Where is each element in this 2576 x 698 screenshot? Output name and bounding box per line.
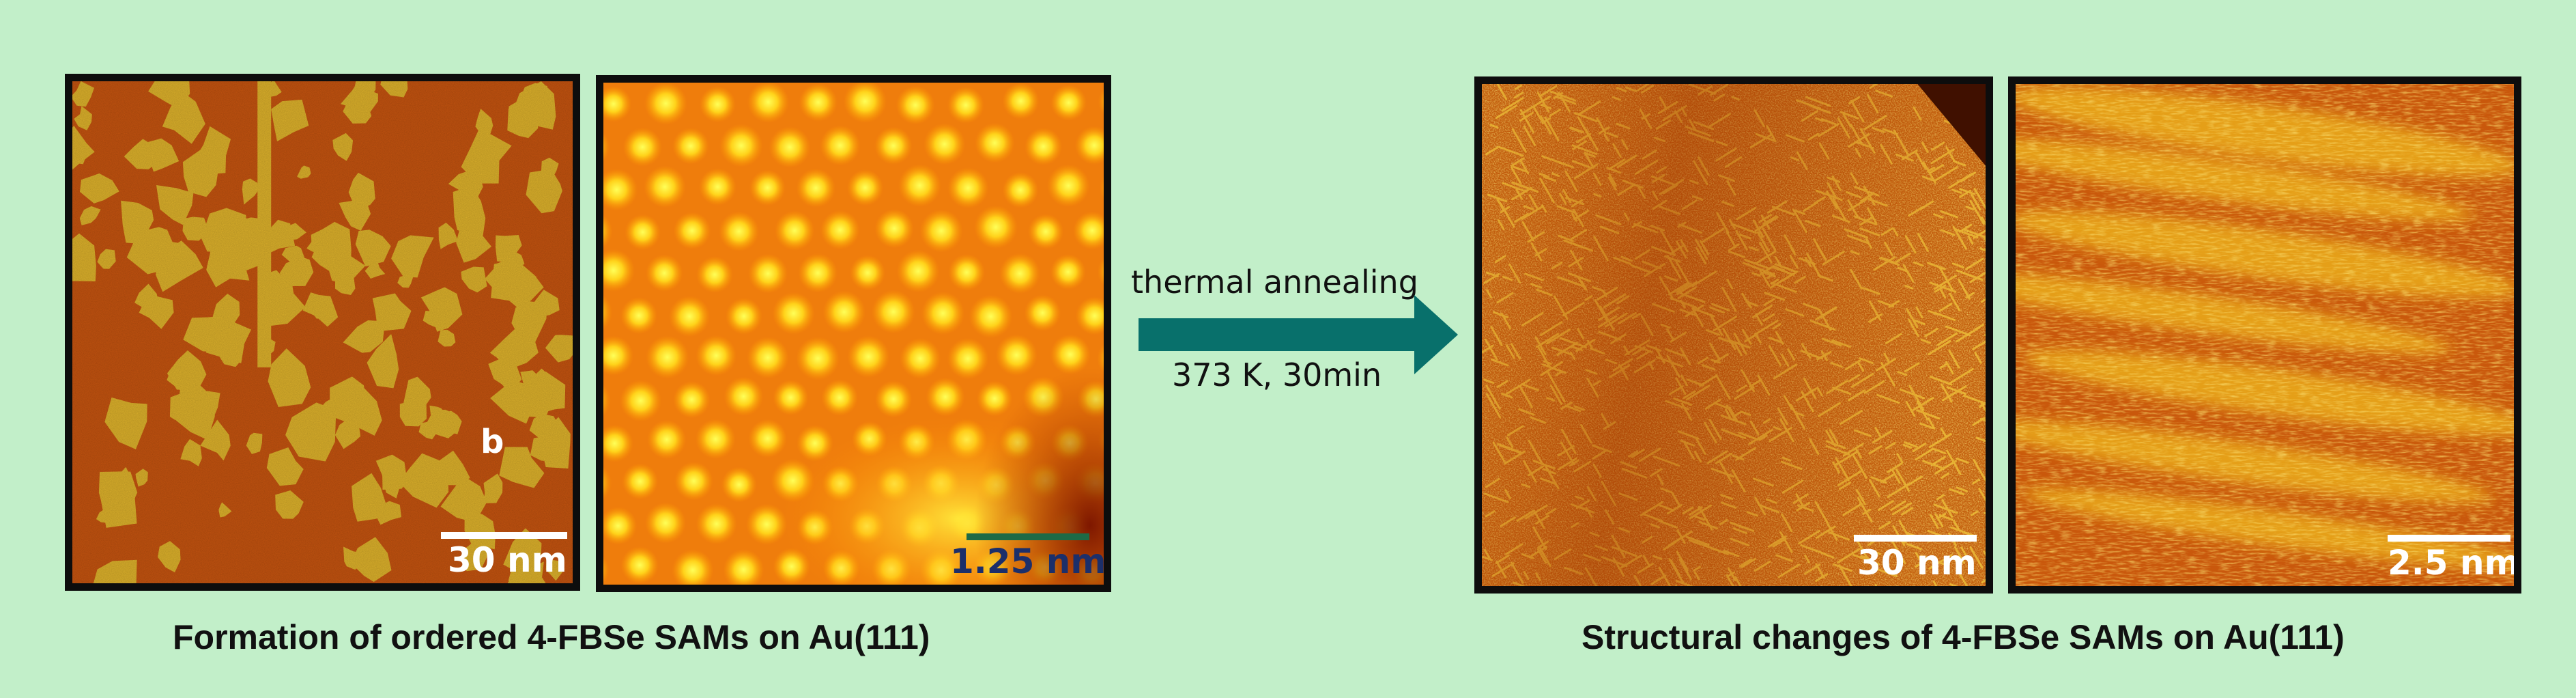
stm-panel-lattice: 1.25 nm [596,75,1111,592]
stm-image-annealed-large [1482,84,1986,586]
scale-bar-label: 30 nm [1857,543,1977,583]
stm-panel-islands: b 30 nm [65,74,580,591]
stm-image-annealed-small [2016,84,2514,586]
stm-image-lattice [603,83,1104,585]
scale-bar-label: 30 nm [448,540,567,580]
scale-bar-label: 2.5 nm [2388,543,2520,583]
scale-bar [967,533,1089,540]
stm-image-islands [72,81,573,583]
arrow-label-bottom: 373 K, 30min [1172,357,1382,393]
scale-bar-label: 1.25 nm [950,542,1106,581]
stm-panel-annealed-large: 30 nm [1474,76,1993,594]
caption-left: Formation of ordered 4-FBSe SAMs on Au(1… [173,618,930,656]
stm-panel-annealed-small: 2.5 nm [2008,76,2521,594]
annealing-arrow [1139,295,1458,374]
scale-bar [441,532,567,539]
arrow-label-top: thermal annealing [1131,264,1418,301]
island-marker-b: b [481,423,504,461]
caption-right: Structural changes of 4-FBSe SAMs on Au(… [1582,618,2345,656]
scale-bar [1854,535,1977,542]
scale-bar [2388,535,2510,542]
